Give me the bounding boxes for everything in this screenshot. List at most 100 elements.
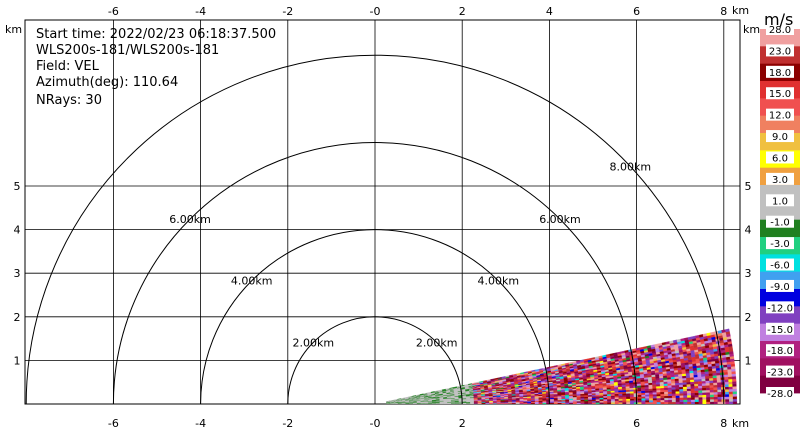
velocity-cell bbox=[652, 401, 658, 404]
velocity-cell bbox=[652, 399, 658, 403]
velocity-cell bbox=[622, 402, 627, 404]
velocity-cell bbox=[603, 398, 608, 401]
velocity-cell bbox=[731, 376, 737, 380]
velocity-cell bbox=[702, 401, 707, 404]
velocity-cell bbox=[716, 379, 722, 383]
velocity-cell bbox=[702, 396, 707, 400]
velocity-cell bbox=[527, 402, 532, 404]
velocity-cell bbox=[656, 383, 661, 387]
colorbar-swatch bbox=[760, 202, 800, 221]
velocity-cell bbox=[694, 383, 699, 387]
velocity-cell bbox=[618, 395, 623, 398]
velocity-cell bbox=[652, 394, 657, 397]
velocity-cell bbox=[595, 399, 600, 402]
velocity-cell bbox=[671, 399, 677, 403]
velocity-cell bbox=[652, 390, 657, 393]
colorbar-label-bg bbox=[766, 279, 794, 292]
y-tick-label-left: 3 bbox=[14, 267, 21, 280]
velocity-cell bbox=[611, 400, 616, 403]
colorbar-label: -15.0 bbox=[767, 325, 793, 336]
y-tick-labels: 1 1 2 2 3 3 4 4 5 5 bbox=[14, 180, 752, 367]
velocity-cell bbox=[732, 396, 737, 400]
y-tick-label-right: 3 bbox=[745, 267, 752, 280]
velocity-cell bbox=[694, 399, 699, 402]
x-tick-label-bottom: -4 bbox=[195, 417, 206, 430]
x-tick-label-bottom: 4 bbox=[546, 417, 553, 430]
velocity-cell bbox=[725, 398, 730, 402]
velocity-cell bbox=[576, 402, 581, 404]
velocity-cell bbox=[724, 374, 729, 378]
velocity-cell bbox=[690, 390, 695, 394]
velocity-cell bbox=[633, 396, 638, 399]
velocity-cell bbox=[667, 387, 672, 390]
y-tick-label-right: 5 bbox=[745, 180, 752, 193]
colorbar: 28.0 23.0 18.0 15.0 12.0 9.0 6.0 3.0 1.0 -1.0 -3.0… bbox=[760, 23, 800, 400]
x-tick-label-bottom: 6 bbox=[633, 417, 640, 430]
colorbar-label-bg bbox=[766, 23, 794, 35]
velocity-cell bbox=[717, 384, 722, 388]
field-text: Field: VEL bbox=[36, 59, 99, 74]
colorbar-label-bg bbox=[766, 108, 794, 121]
velocity-cell bbox=[607, 397, 612, 400]
velocity-cell bbox=[678, 382, 684, 386]
velocity-cell bbox=[709, 392, 715, 395]
velocity-cell bbox=[668, 399, 673, 403]
velocity-cell bbox=[709, 384, 714, 388]
velocity-cell bbox=[724, 389, 730, 392]
velocity-cell bbox=[618, 398, 623, 401]
velocity-cell bbox=[637, 398, 642, 401]
velocity-cell bbox=[690, 388, 695, 391]
velocity-cell bbox=[691, 401, 696, 404]
velocity-cell bbox=[728, 376, 733, 380]
velocity-cell bbox=[557, 402, 562, 404]
velocity-cell bbox=[679, 388, 684, 392]
velocity-cell bbox=[588, 397, 593, 400]
velocity-cell bbox=[660, 399, 665, 403]
velocity-cell bbox=[591, 397, 597, 400]
velocity-cell bbox=[729, 398, 734, 402]
y-unit-left: km bbox=[5, 23, 22, 36]
velocity-cell bbox=[572, 401, 578, 403]
velocity-cell bbox=[550, 402, 555, 404]
velocity-cell bbox=[705, 387, 711, 391]
velocity-cell bbox=[667, 389, 673, 392]
velocity-cell bbox=[728, 378, 733, 382]
velocity-cell bbox=[641, 394, 646, 397]
velocity-cell bbox=[668, 397, 673, 401]
velocity-cell bbox=[641, 401, 646, 404]
velocity-cell bbox=[686, 388, 692, 392]
velocity-cell bbox=[603, 395, 608, 398]
velocity-cell bbox=[713, 389, 718, 393]
velocity-cell bbox=[550, 400, 555, 402]
velocity-cell bbox=[637, 401, 642, 404]
velocity-cell bbox=[706, 392, 711, 395]
velocity-cell bbox=[698, 387, 703, 391]
velocity-cell bbox=[603, 402, 608, 404]
velocity-cell bbox=[630, 400, 635, 403]
velocity-cell bbox=[732, 401, 738, 404]
velocity-cell bbox=[679, 397, 684, 400]
velocity-cell bbox=[732, 378, 737, 382]
velocity-cell bbox=[614, 395, 619, 398]
velocity-cell bbox=[732, 388, 737, 392]
velocity-cell bbox=[732, 398, 738, 402]
velocity-cell bbox=[671, 391, 676, 394]
velocity-cell bbox=[584, 394, 589, 397]
velocity-cell bbox=[682, 386, 688, 390]
velocity-cell bbox=[610, 398, 616, 401]
velocity-cell bbox=[727, 368, 732, 373]
x-tick-label-top: 6 bbox=[633, 5, 640, 18]
velocity-cell bbox=[656, 397, 661, 401]
velocity-cell bbox=[679, 395, 684, 398]
velocity-cell bbox=[648, 394, 654, 397]
velocity-cell bbox=[626, 394, 631, 398]
velocity-cell bbox=[588, 400, 593, 403]
velocity-cell bbox=[569, 399, 574, 402]
velocity-scan bbox=[385, 328, 738, 404]
start-time-text: Start time: 2022/02/23 06:18:37.500 bbox=[36, 27, 277, 42]
velocity-cell bbox=[523, 401, 528, 404]
velocity-cell bbox=[732, 393, 737, 397]
velocity-cell bbox=[591, 400, 597, 403]
velocity-cell bbox=[713, 396, 718, 400]
velocity-cell bbox=[725, 328, 730, 333]
